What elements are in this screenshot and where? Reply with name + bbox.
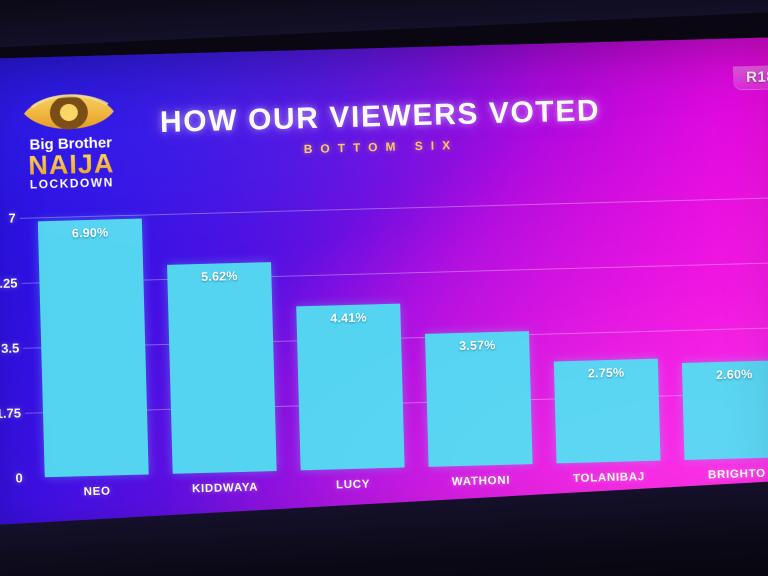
x-axis-category-label: KIDDWAYA [191,481,259,496]
bar-value-label: 2.60% [715,367,753,383]
bar-group: 5.62% KIDDWAYA [166,211,277,495]
bar-group: 4.41% LUCY [294,208,405,491]
bar-value-label: 6.90% [71,225,109,241]
svg-text:NAIJA: NAIJA [28,148,115,180]
bar-group: 2.60% BRIGHTO [677,197,768,481]
big-brother-naija-logo: Big Brother NAIJA LOCKDOWN [9,73,132,196]
svg-text:LOCKDOWN: LOCKDOWN [30,175,114,191]
bar-group: 3.57% WATHONI [422,204,533,488]
bar-value-label: 5.62% [200,269,238,285]
y-axis-tick: 0 [15,470,23,486]
bar [296,303,405,471]
tv-screen-panel: Big Brother NAIJA LOCKDOWN HOW OUR VIEWE… [0,36,768,558]
x-axis-category-label: BRIGHTO [707,467,766,482]
y-axis: 0 1.75 3.5 5.25 7 [0,210,23,485]
x-axis-category-label: NEO [83,485,111,499]
y-axis-tick: 3.5 [0,340,20,356]
x-axis-category-label: TOLANIBAJ [572,471,646,485]
bar-group: 2.75% TOLANIBAJ [550,201,661,485]
eye-icon [23,94,114,130]
y-axis-tick: 1.75 [0,405,22,422]
bar [167,262,277,474]
x-axis-category-label: WATHONI [451,474,511,489]
bar-value-label: 4.41% [330,310,367,326]
bar-value-label: 2.75% [587,365,625,381]
broadcast-graphic: Big Brother NAIJA LOCKDOWN HOW OUR VIEWE… [0,37,768,557]
rating-badge: R18 [732,65,768,91]
y-axis-tick: 7 [8,210,16,226]
bar-series: 6.90% NEO 5.62% KIDDWAYA 4.41% LUCY 3.57% WATHO… [20,196,768,498]
bar-value-label: 3.57% [458,338,496,354]
y-axis-tick: 5.25 [0,275,18,292]
bar [37,218,149,478]
bar-group: 6.90% NEO [37,215,149,498]
x-axis-category-label: LUCY [335,478,371,492]
bar-chart: 0 1.75 3.5 5.25 7 6.90% NEO 5.62% KIDDWAYA 4.41%… [0,196,768,498]
svg-text:Big Brother: Big Brother [29,134,112,153]
